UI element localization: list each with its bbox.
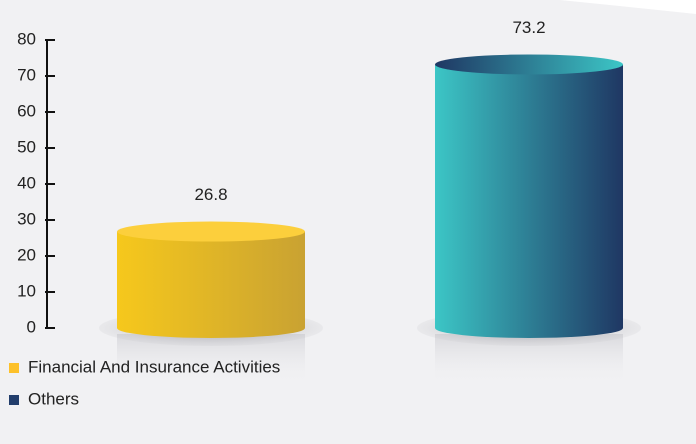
y-tick-label: 0 <box>27 317 36 336</box>
y-tick-label: 70 <box>17 65 36 84</box>
bar <box>117 231 305 338</box>
bar <box>435 64 623 338</box>
y-tick-label: 20 <box>17 245 36 264</box>
legend-swatch <box>9 363 19 373</box>
legend-label: Financial And Insurance Activities <box>28 357 280 376</box>
y-tick-label: 80 <box>17 29 36 48</box>
y-tick-label: 50 <box>17 137 36 156</box>
corner-highlight <box>560 0 696 14</box>
value-label: 26.8 <box>194 185 227 204</box>
y-tick-label: 10 <box>17 281 36 300</box>
legend-label: Others <box>28 389 79 408</box>
value-label: 73.2 <box>512 18 545 37</box>
bar-top <box>117 221 305 242</box>
y-tick-label: 40 <box>17 173 36 192</box>
y-tick-label: 30 <box>17 209 36 228</box>
bar-top <box>435 54 623 75</box>
legend-swatch <box>9 395 19 405</box>
y-tick-label: 60 <box>17 101 36 120</box>
